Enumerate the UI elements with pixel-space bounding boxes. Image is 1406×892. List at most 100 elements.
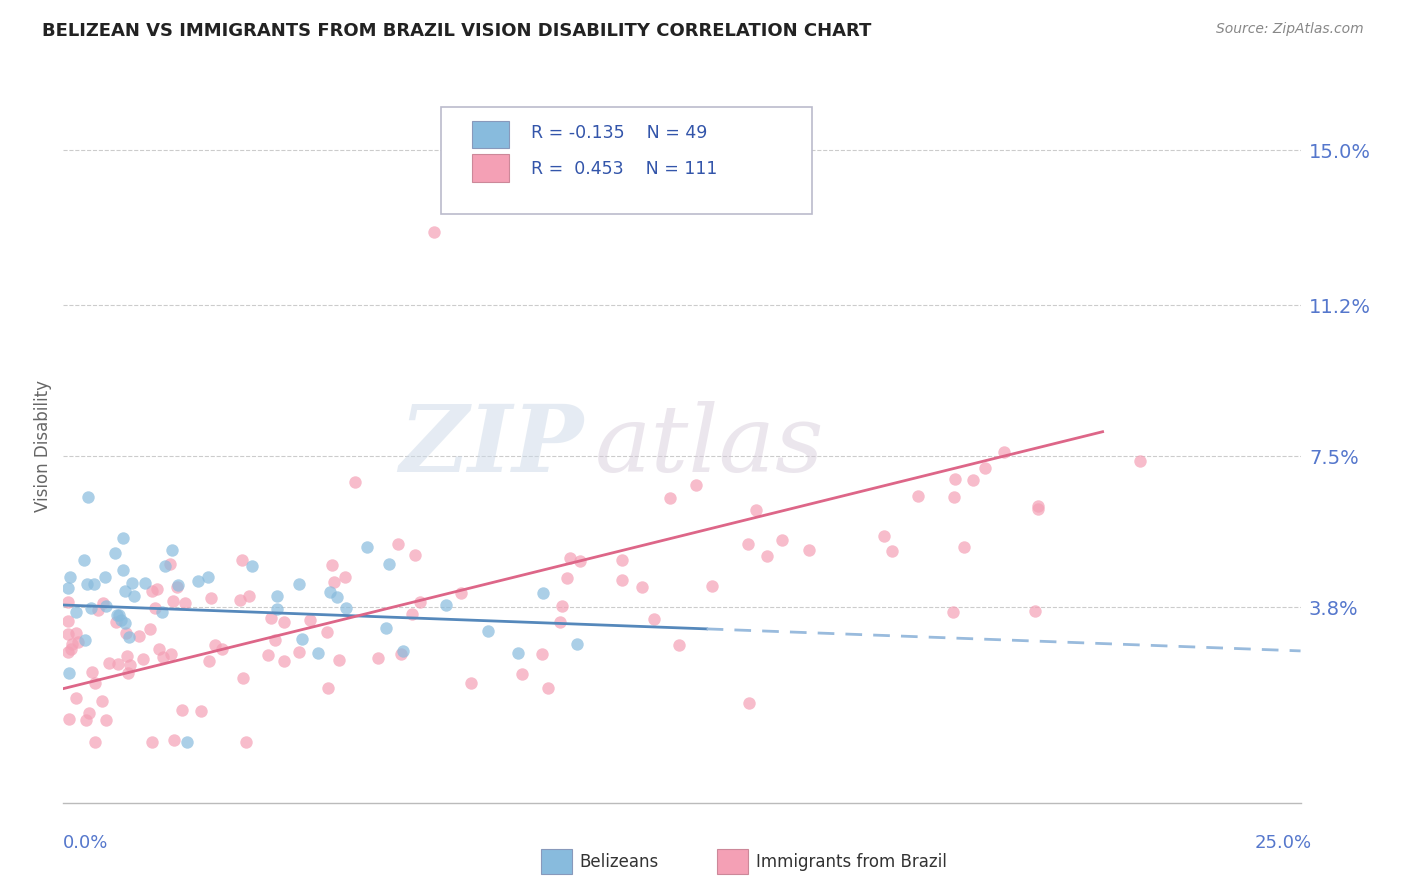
Point — [565, 637, 588, 651]
Point — [612, 553, 634, 567]
Point — [80, 600, 103, 615]
Point — [738, 696, 761, 710]
Point — [75, 713, 97, 727]
Point — [111, 531, 134, 545]
Point — [378, 557, 401, 571]
Point — [152, 650, 174, 665]
Text: ZIP: ZIP — [399, 401, 583, 491]
Point — [1026, 499, 1049, 513]
Point — [60, 637, 83, 651]
Point — [344, 475, 367, 490]
Point — [240, 559, 263, 574]
Point — [150, 605, 173, 619]
Point — [558, 551, 581, 566]
Point — [510, 666, 533, 681]
Point — [1024, 604, 1046, 618]
Point — [943, 490, 966, 504]
Point — [153, 558, 176, 573]
Text: Source: ZipAtlas.com: Source: ZipAtlas.com — [1216, 22, 1364, 37]
Point — [105, 608, 128, 623]
Point — [80, 665, 103, 680]
Point — [943, 472, 966, 486]
Point — [291, 632, 314, 646]
Point — [159, 557, 181, 571]
Point — [387, 537, 409, 551]
Text: 25.0%: 25.0% — [1254, 834, 1312, 852]
Point — [65, 605, 87, 619]
Point — [315, 624, 337, 639]
Point — [389, 647, 412, 661]
Point — [477, 624, 499, 638]
Point — [229, 592, 252, 607]
Point — [569, 554, 592, 568]
Point — [907, 489, 929, 503]
Point — [66, 634, 89, 648]
Point — [298, 613, 321, 627]
Point — [94, 570, 117, 584]
Point — [273, 615, 295, 629]
FancyBboxPatch shape — [471, 120, 509, 148]
Point — [322, 574, 344, 589]
Point — [1129, 454, 1152, 468]
Point — [238, 589, 260, 603]
Point — [328, 653, 350, 667]
Point — [120, 658, 142, 673]
Point — [143, 601, 166, 615]
Point — [141, 734, 163, 748]
FancyBboxPatch shape — [440, 107, 811, 214]
Point — [231, 553, 253, 567]
Text: Belizeans: Belizeans — [579, 853, 658, 871]
Point — [953, 540, 976, 554]
Point — [375, 621, 398, 635]
Point — [702, 579, 724, 593]
Point — [59, 570, 82, 584]
Point — [107, 657, 129, 671]
Point — [132, 651, 155, 665]
Point — [94, 714, 117, 728]
Point — [643, 612, 665, 626]
Point — [266, 602, 288, 616]
Point — [73, 552, 96, 566]
Y-axis label: Vision Disability: Vision Disability — [34, 380, 52, 512]
Point — [87, 602, 110, 616]
Point — [58, 712, 80, 726]
Point — [77, 490, 100, 504]
Point — [610, 574, 633, 588]
Point — [104, 546, 127, 560]
Point — [307, 646, 329, 660]
Point — [146, 582, 169, 596]
Point — [60, 641, 83, 656]
Point — [98, 656, 121, 670]
Point — [550, 599, 572, 614]
Point — [321, 558, 343, 572]
Point — [288, 576, 311, 591]
Point — [162, 594, 184, 608]
Point — [94, 599, 117, 613]
Point — [117, 648, 139, 663]
Point — [58, 581, 80, 595]
Point — [160, 647, 183, 661]
Point — [65, 691, 87, 706]
Point — [548, 615, 571, 629]
Text: 0.0%: 0.0% — [63, 834, 108, 852]
Point — [141, 584, 163, 599]
Point — [76, 576, 98, 591]
Point — [685, 478, 707, 492]
Point — [755, 549, 778, 563]
Point — [65, 625, 87, 640]
Point — [745, 503, 768, 517]
Point — [198, 655, 221, 669]
Point — [392, 644, 415, 658]
Point — [993, 445, 1015, 459]
Point — [134, 576, 156, 591]
Point — [974, 461, 997, 475]
Point — [160, 543, 183, 558]
Point — [962, 473, 984, 487]
Point — [326, 590, 349, 604]
Point — [260, 611, 283, 625]
Point — [409, 595, 432, 609]
Point — [273, 654, 295, 668]
Point — [942, 606, 965, 620]
Point — [114, 584, 136, 599]
Point — [139, 622, 162, 636]
